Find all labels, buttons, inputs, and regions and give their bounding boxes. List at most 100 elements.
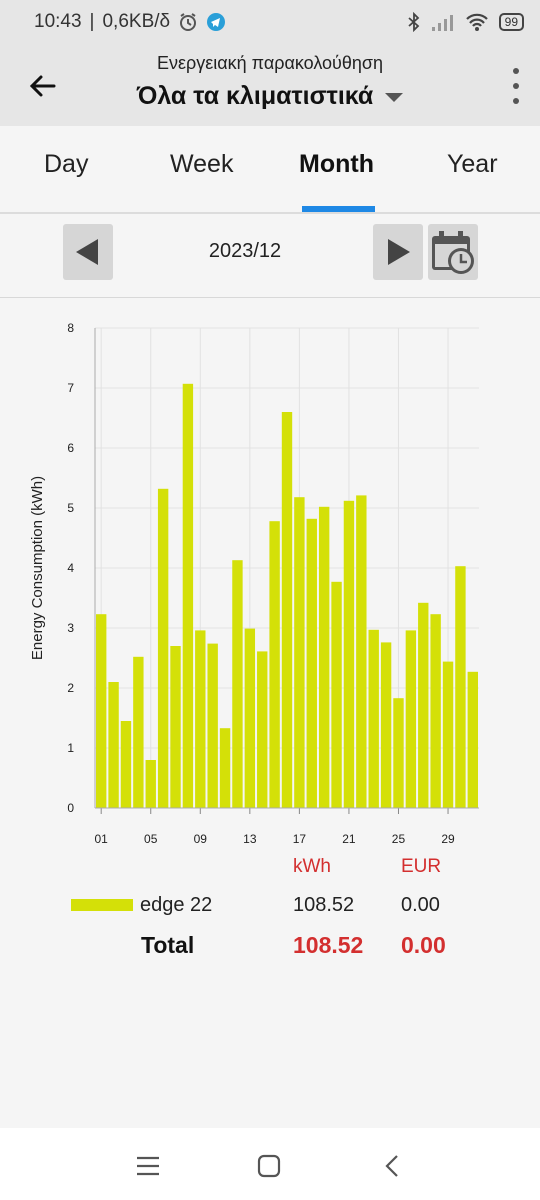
y-tick-label: 6 [67, 441, 74, 455]
bar-day-21[interactable] [343, 500, 355, 808]
status-separator: | [89, 11, 95, 32]
next-period-button[interactable] [373, 224, 423, 280]
telegram-icon [206, 12, 226, 32]
back-button[interactable] [22, 66, 62, 106]
bar-day-7[interactable] [170, 646, 181, 808]
bar-day-18[interactable] [306, 518, 317, 808]
wifi-icon [465, 12, 489, 32]
x-tick-label: 01 [95, 832, 109, 846]
energy-chart: 0 1 2 3 4 5 6 7 8 01 05 09 13 17 21 25 29 Energy Consumpt… [0, 298, 540, 858]
system-back-button[interactable] [374, 1148, 410, 1184]
bar-day-10[interactable] [207, 643, 218, 808]
legend-series-name: edge 22 [140, 894, 213, 916]
bar-day-15[interactable] [269, 521, 280, 808]
alarm-icon [178, 12, 198, 32]
bar-day-17[interactable] [294, 497, 305, 808]
home-square-icon [257, 1154, 281, 1178]
bar-day-8[interactable] [182, 383, 194, 808]
series-eur-value: 0.00 [401, 894, 440, 916]
y-tick-label: 7 [67, 381, 74, 395]
bar-day-25[interactable] [393, 698, 404, 808]
bar-day-3[interactable] [120, 721, 132, 808]
y-tick-label: 5 [67, 501, 74, 515]
bar-day-27[interactable] [418, 602, 429, 808]
bar-day-26[interactable] [405, 630, 417, 808]
bar-day-14[interactable] [257, 651, 268, 808]
tab-month[interactable]: Month [299, 150, 374, 178]
y-tick-label: 1 [67, 741, 74, 755]
x-tick-label: 29 [441, 832, 455, 846]
bar-day-24[interactable] [380, 642, 392, 808]
calendar-clock-icon [432, 231, 474, 274]
signal-icon [431, 12, 455, 32]
active-tab-indicator [302, 206, 375, 212]
recent-apps-button[interactable] [130, 1148, 166, 1184]
bar-day-19[interactable] [318, 506, 330, 808]
bar-day-12[interactable] [232, 560, 243, 808]
date-navigator: 2023/12 [0, 216, 540, 298]
tab-year[interactable]: Year [447, 150, 498, 178]
home-button[interactable] [251, 1148, 287, 1184]
bar-day-11[interactable] [219, 728, 231, 808]
current-period-label: 2023/12 [208, 240, 282, 262]
status-bar: 10:43 | 0,6KB/δ 99 [0, 0, 540, 44]
back-arrow-icon [29, 75, 56, 97]
triangle-right-icon [388, 239, 410, 265]
system-navigation-bar [0, 1128, 540, 1200]
total-label: Total [141, 932, 195, 958]
bar-day-1[interactable] [96, 614, 107, 808]
total-eur-value: 0.00 [401, 932, 446, 958]
x-tick-label: 13 [243, 832, 257, 846]
bar-day-29[interactable] [442, 661, 454, 808]
bar-day-31[interactable] [467, 671, 478, 808]
more-options-button[interactable] [510, 68, 522, 104]
eur-column-header: EUR [401, 856, 442, 877]
kwh-column-header: kWh [293, 856, 331, 877]
triangle-left-icon [76, 239, 98, 265]
bar-day-16[interactable] [281, 412, 293, 808]
bar-day-28[interactable] [430, 614, 441, 808]
bluetooth-icon [407, 12, 421, 32]
x-tick-label: 17 [293, 832, 307, 846]
y-tick-label: 0 [67, 801, 74, 815]
y-tick-label: 2 [67, 681, 74, 695]
menu-lines-icon [137, 1156, 159, 1176]
series-kwh-value: 108.52 [293, 894, 355, 916]
network-speed: 0,6KB/δ [102, 11, 171, 32]
bar-day-4[interactable] [133, 656, 144, 808]
device-selector[interactable]: Όλα τα κλιματιστικά [0, 82, 540, 111]
bar-day-2[interactable] [108, 682, 119, 808]
app-subtitle: Ενεργειακή παρακολούθηση [156, 53, 384, 73]
tab-day[interactable]: Day [44, 150, 89, 178]
bar-day-20[interactable] [331, 581, 342, 808]
previous-period-button[interactable] [63, 224, 113, 280]
calendar-button[interactable] [428, 224, 478, 280]
battery-indicator: 99 [498, 13, 524, 31]
app-title[interactable]: Όλα τα κλιματιστικά [136, 82, 374, 110]
bar-day-22[interactable] [356, 495, 367, 808]
y-tick-label: 4 [67, 561, 74, 575]
more-vert-icon [513, 68, 519, 74]
bar-day-5[interactable] [145, 760, 156, 808]
bar-day-6[interactable] [157, 488, 169, 808]
tab-week[interactable]: Week [170, 150, 234, 178]
bar-day-30[interactable] [455, 566, 466, 808]
y-tick-label: 8 [67, 321, 74, 335]
bar-day-13[interactable] [244, 628, 256, 808]
y-axis-label: Energy Consumption (kWh) [29, 476, 46, 660]
x-tick-label: 09 [194, 832, 208, 846]
period-tabs: Day Week Month Year [0, 126, 540, 214]
status-time: 10:43 [34, 11, 82, 32]
bar-day-9[interactable] [195, 630, 206, 808]
x-tick-label: 21 [342, 832, 356, 846]
y-tick-label: 3 [67, 621, 74, 635]
x-tick-label: 25 [392, 832, 406, 846]
legend-swatch [71, 899, 133, 911]
app-bar: Ενεργειακή παρακολούθηση Όλα τα κλιματισ… [0, 44, 540, 126]
chevron-down-icon[interactable] [385, 93, 404, 102]
back-chevron-icon [385, 1155, 398, 1177]
x-tick-label: 05 [144, 832, 158, 846]
bar-day-23[interactable] [368, 629, 379, 808]
total-kwh-value: 108.52 [293, 932, 364, 958]
